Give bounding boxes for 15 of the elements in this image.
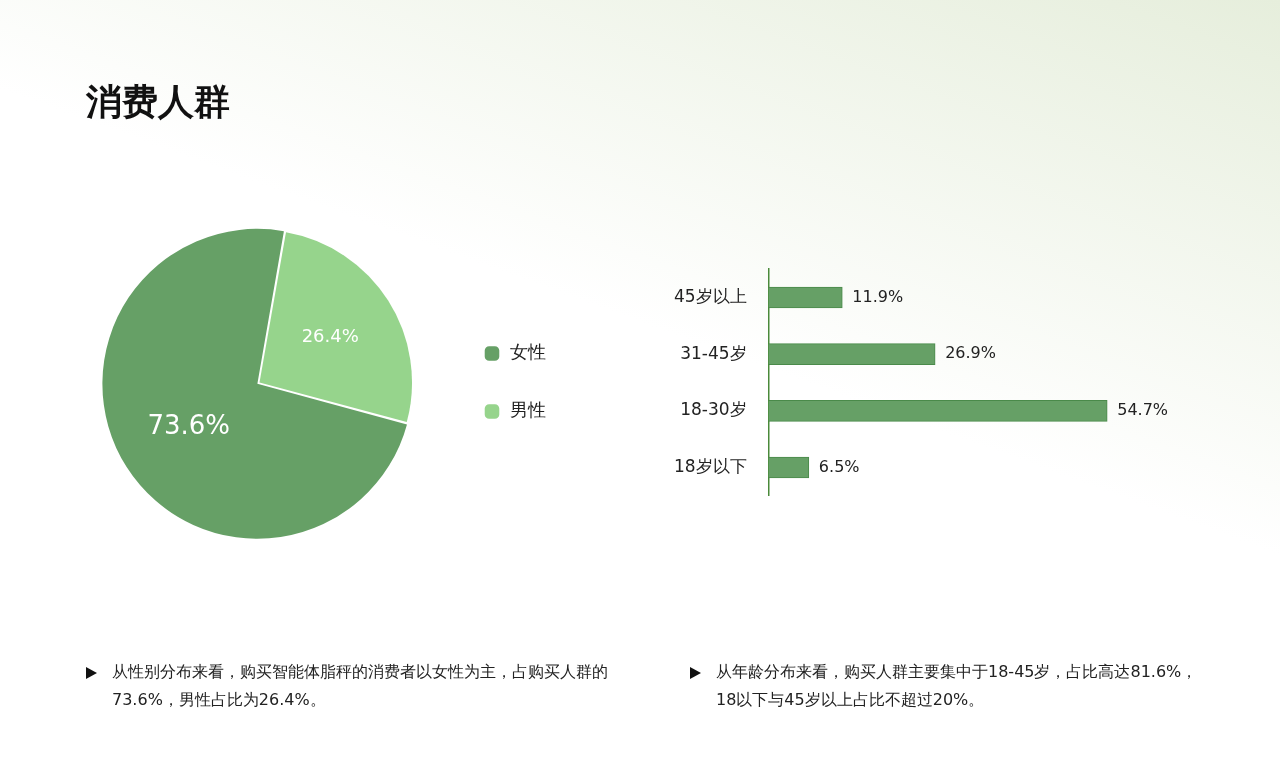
y-tick-label: 31-45岁 — [680, 342, 747, 363]
text: 从性别分布来看，购买智能体脂秤的消费者以女性为主，占购买人群的73.6%，男性占比为26.4%。 — [111, 661, 609, 711]
y-tick-label: 18-30岁 — [680, 399, 747, 420]
y-tick-label: 45岁以上 — [673, 285, 747, 306]
chart-title: 消费人群 — [86, 80, 230, 124]
y-tick-label: 18岁以下 — [673, 455, 747, 476]
data-label: 26.9% — [945, 343, 996, 363]
legend-label: 男性 — [510, 399, 546, 421]
data-label: 11.9% — [852, 286, 904, 306]
data-label: 73.6% — [147, 410, 231, 441]
data-label: 54.7% — [1117, 399, 1169, 419]
legend-label: 女性 — [510, 341, 546, 363]
text: 从年龄分布来看，购买人群主要集中于18-45岁，占比高达81.6%，18以下与45岁以上占比不超过20%。 — [715, 661, 1199, 711]
data-label: 6.5% — [818, 456, 860, 476]
data-label: 26.4% — [301, 325, 359, 347]
